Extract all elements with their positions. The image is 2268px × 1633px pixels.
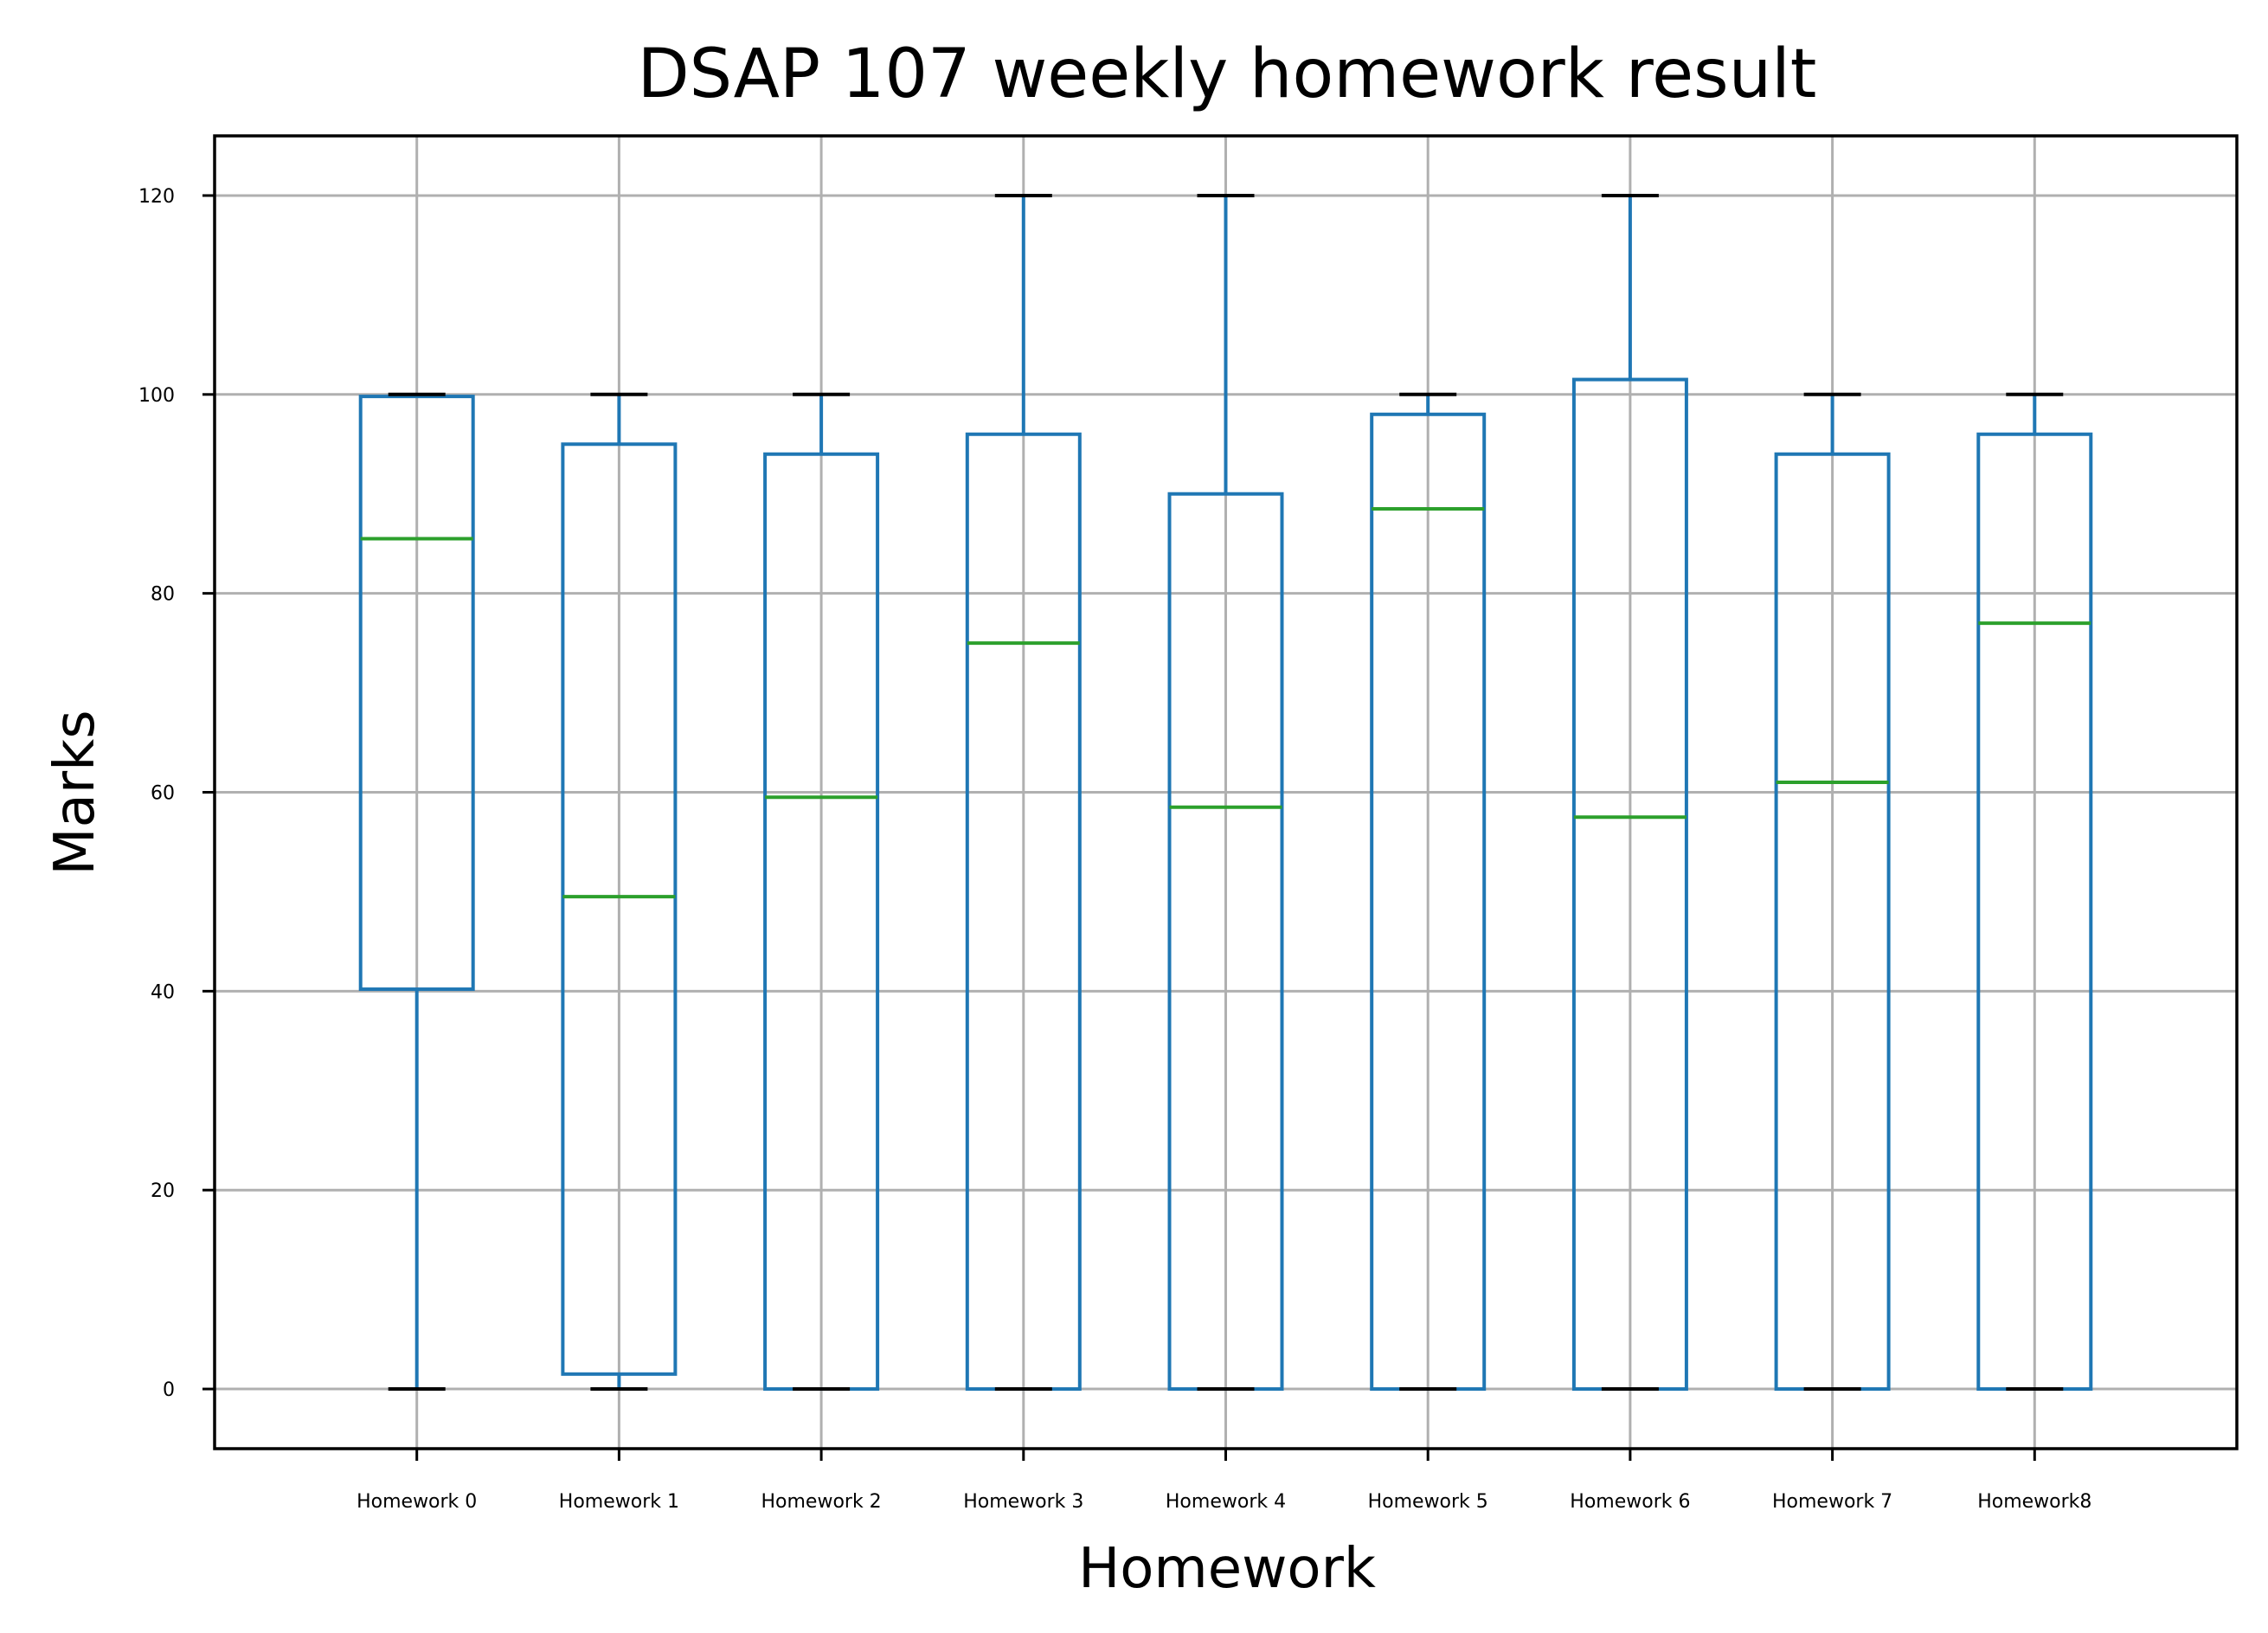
box-5 [1370, 392, 1487, 1392]
y-tick-label: 100 [138, 385, 175, 407]
x-axis-label: Homework [1078, 1537, 1376, 1601]
y-axis: 0 20 40 60 80 100 120 [138, 186, 215, 1401]
x-tick-label: Homework 7 [1772, 1491, 1892, 1513]
x-tick-label: Homework 5 [1368, 1491, 1488, 1513]
y-axis-label: Marks [43, 710, 107, 875]
x-tick-label: Homework 4 [1166, 1491, 1286, 1513]
box-3 [965, 193, 1082, 1392]
box-4 [1167, 193, 1284, 1392]
box-7 [1774, 392, 1891, 1392]
y-tick-label: 80 [151, 584, 175, 606]
x-tick-label: Homework 1 [559, 1491, 679, 1513]
chart-title: DSAP 107 weekly homework result [638, 35, 1817, 113]
box-0 [358, 392, 475, 1392]
box-body [561, 442, 678, 1376]
y-tick-label: 20 [151, 1180, 175, 1202]
x-tick-label: Homework 2 [761, 1491, 881, 1513]
box-body [358, 395, 475, 992]
boxes [358, 193, 2093, 1392]
x-tick-label: Homework 6 [1570, 1491, 1690, 1513]
x-tick-label: Homework8 [1977, 1491, 2091, 1513]
y-tick-label: 60 [151, 783, 175, 805]
x-tick-label: Homework 0 [357, 1491, 477, 1513]
y-tick-label: 40 [151, 981, 175, 1003]
x-tick-label: Homework 3 [963, 1491, 1083, 1513]
box-6 [1571, 193, 1688, 1392]
box-1 [561, 392, 678, 1392]
y-tick-label: 120 [138, 186, 175, 208]
x-axis: Homework 0 Homework 1 Homework 2 Homework 3… [357, 1449, 2091, 1513]
y-tick-label: 0 [163, 1379, 175, 1401]
box-8 [1976, 392, 2093, 1392]
box-2 [763, 392, 880, 1392]
